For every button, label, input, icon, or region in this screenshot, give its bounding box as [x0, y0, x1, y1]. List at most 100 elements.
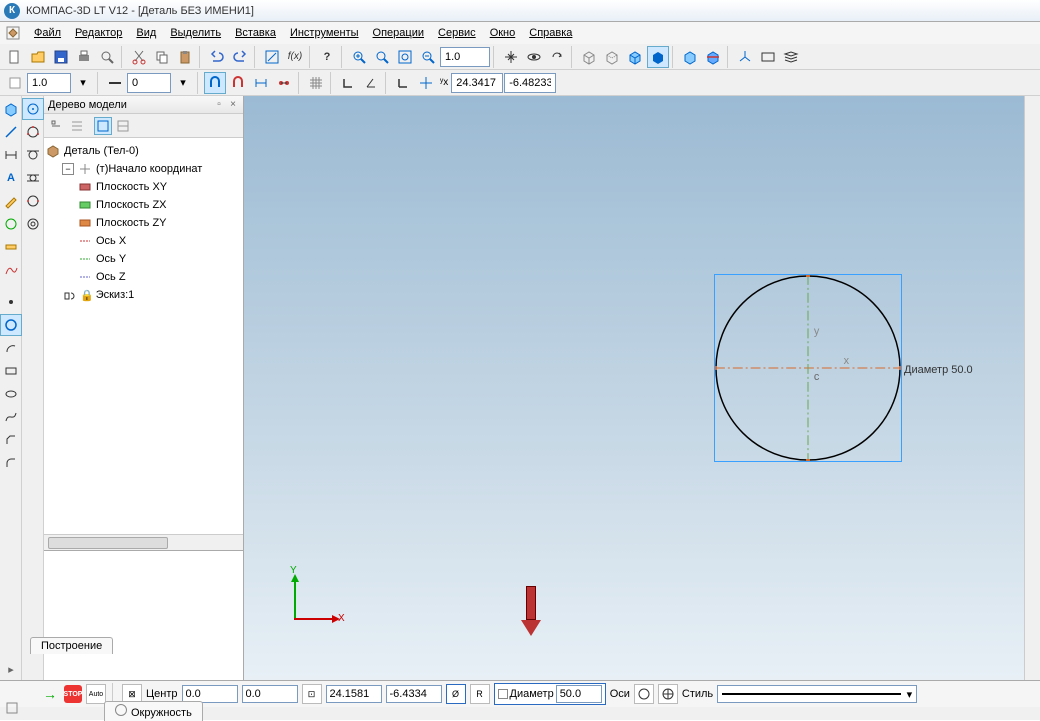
section-button[interactable] — [702, 46, 724, 68]
menu-help[interactable]: Справка — [523, 25, 578, 41]
lt-curve-icon[interactable] — [0, 406, 22, 428]
coord-x-input[interactable] — [451, 73, 503, 93]
blank-icon[interactable] — [4, 72, 26, 94]
lt-line-icon[interactable] — [0, 121, 22, 143]
style-dropdown[interactable]: ▾ — [717, 685, 917, 703]
cs-type-button[interactable] — [415, 72, 437, 94]
tree-hscroll[interactable] — [44, 534, 243, 550]
menu-tools[interactable]: Инструменты — [284, 25, 365, 41]
help-button[interactable]: ? — [316, 46, 338, 68]
lt-measure-icon[interactable] — [0, 236, 22, 258]
auto-button[interactable]: Auto — [86, 684, 106, 704]
lt2-circle-3pt-icon[interactable] — [22, 121, 44, 143]
lt-edit-icon[interactable] — [0, 190, 22, 212]
rotate-button[interactable] — [546, 46, 568, 68]
menu-select[interactable]: Выделить — [164, 25, 227, 41]
shaded-button[interactable] — [647, 46, 669, 68]
tree-axis-y[interactable]: Ось Y — [46, 250, 241, 268]
tree-axis-x[interactable]: Ось X — [46, 232, 241, 250]
sketch-button[interactable] — [261, 46, 283, 68]
lt2-circle-tan-icon[interactable] — [22, 144, 44, 166]
tree-plane-zy[interactable]: Плоскость ZY — [46, 214, 241, 232]
layers-button[interactable] — [780, 46, 802, 68]
tree-mode2-icon[interactable] — [68, 117, 86, 135]
lt-chamfer-icon[interactable] — [0, 429, 22, 451]
menu-service[interactable]: Сервис — [432, 25, 482, 41]
lt-last-icon[interactable]: ▸ — [0, 658, 22, 680]
model-tree[interactable]: Деталь (Тел-0) − (т)Начало координат Пло… — [44, 138, 243, 534]
linestyle-dd[interactable]: ▾ — [172, 72, 194, 94]
linewidth-dd[interactable]: ▾ — [72, 72, 94, 94]
preview-button[interactable] — [96, 46, 118, 68]
tree-mode1-icon[interactable] — [48, 117, 66, 135]
linestyle-icon[interactable] — [104, 72, 126, 94]
radius-mode-button[interactable]: R — [470, 684, 490, 704]
zoom-window-button[interactable] — [394, 46, 416, 68]
perspective-button[interactable] — [679, 46, 701, 68]
constraint-button[interactable] — [273, 72, 295, 94]
diam-lock-icon[interactable] — [498, 689, 508, 699]
new-button[interactable] — [4, 46, 26, 68]
tree-axis-z[interactable]: Ось Z — [46, 268, 241, 286]
dimension-button[interactable] — [250, 72, 272, 94]
tree-origin[interactable]: − (т)Начало координат — [46, 160, 241, 178]
linestyle-input[interactable] — [127, 73, 171, 93]
menu-operations[interactable]: Операции — [367, 25, 430, 41]
lt-dim-icon[interactable] — [0, 144, 22, 166]
lt2-circle-2tan-icon[interactable] — [22, 167, 44, 189]
lt2-circle-2pt-icon[interactable] — [22, 190, 44, 212]
collapse-icon[interactable]: − — [62, 163, 74, 175]
lt-rect-icon[interactable] — [0, 360, 22, 382]
point-y-input[interactable] — [386, 685, 442, 703]
paste-button[interactable] — [174, 46, 196, 68]
close-icon[interactable]: × — [227, 99, 239, 111]
build-tab[interactable]: Построение — [30, 637, 113, 654]
grid-button[interactable] — [305, 72, 327, 94]
menu-view[interactable]: Вид — [130, 25, 162, 41]
center-y-input[interactable] — [242, 685, 298, 703]
copy-button[interactable] — [151, 46, 173, 68]
tree-plane-zx[interactable]: Плоскость ZX — [46, 196, 241, 214]
view-button[interactable] — [757, 46, 779, 68]
stop-button[interactable]: STOP — [64, 685, 82, 703]
zoom-value-input[interactable] — [440, 47, 490, 67]
tree-mode3-icon[interactable] — [94, 117, 112, 135]
lt2-circle-center-icon[interactable] — [22, 98, 44, 120]
lt-spline-icon[interactable] — [0, 259, 22, 281]
ortho-button[interactable] — [337, 72, 359, 94]
linewidth-input[interactable] — [27, 73, 71, 93]
zoom-prev-button[interactable] — [417, 46, 439, 68]
tree-root[interactable]: Деталь (Тел-0) — [46, 142, 241, 160]
point-toggle[interactable]: ⊡ — [302, 684, 322, 704]
fx-button[interactable]: f(x) — [284, 46, 306, 68]
tree-mode4-icon[interactable] — [114, 117, 132, 135]
hidden-button[interactable] — [601, 46, 623, 68]
coord-y-input[interactable] — [504, 73, 556, 93]
lt-text-icon[interactable]: А — [0, 167, 22, 189]
drawing-canvas[interactable]: с x y Диаметр 50.0 Y X — [244, 96, 1024, 680]
menu-editor[interactable]: Редактор — [69, 25, 128, 41]
tree-plane-xy[interactable]: Плоскость XY — [46, 178, 241, 196]
diameter-input[interactable] — [556, 685, 602, 703]
xyz-button[interactable] — [734, 46, 756, 68]
save-button[interactable] — [50, 46, 72, 68]
orbit-button[interactable] — [523, 46, 545, 68]
local-cs-button[interactable] — [392, 72, 414, 94]
undo-button[interactable] — [206, 46, 228, 68]
cut-button[interactable] — [128, 46, 150, 68]
magnet-button[interactable] — [227, 72, 249, 94]
lt-point-icon[interactable] — [0, 291, 22, 313]
lt-ellipse-icon[interactable] — [0, 383, 22, 405]
pin-icon[interactable]: ▫ — [213, 99, 225, 111]
lt-circle-icon[interactable] — [0, 314, 22, 336]
circle-tab[interactable]: Окружность — [104, 701, 203, 721]
right-scrollbar[interactable] — [1024, 96, 1040, 680]
wireframe-button[interactable] — [578, 46, 600, 68]
lt-arc-icon[interactable] — [0, 337, 22, 359]
zoom-fit-button[interactable] — [371, 46, 393, 68]
angle-button[interactable] — [360, 72, 382, 94]
menu-insert[interactable]: Вставка — [229, 25, 282, 41]
lt-fillet-icon[interactable] — [0, 452, 22, 474]
print-button[interactable] — [73, 46, 95, 68]
menu-window[interactable]: Окно — [484, 25, 522, 41]
